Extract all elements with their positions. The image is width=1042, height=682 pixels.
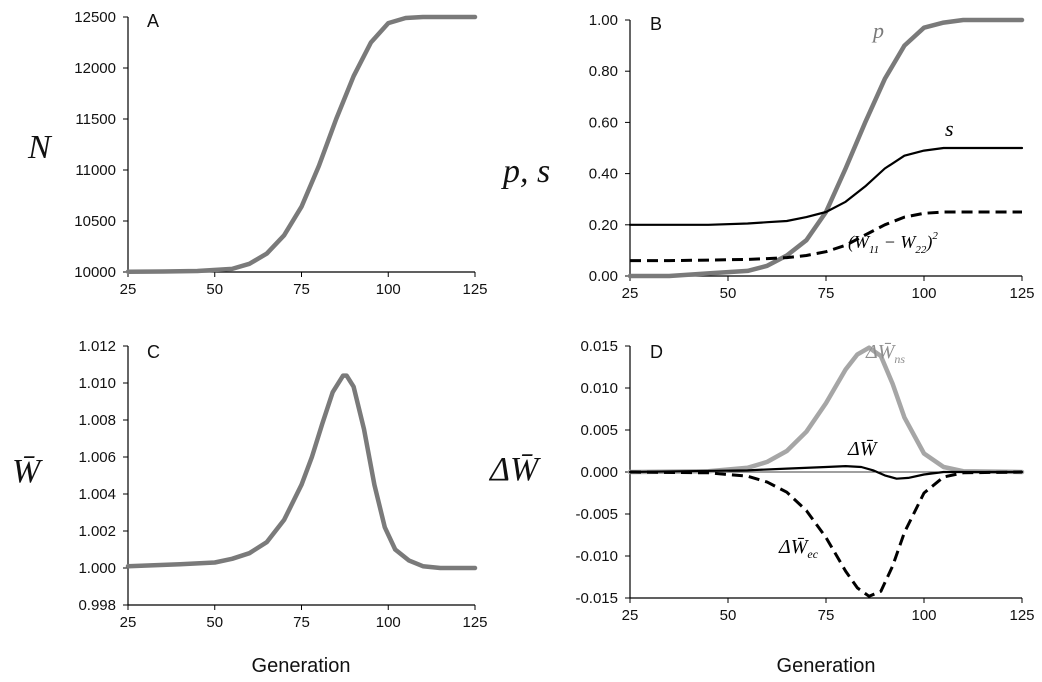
x-tick-label: 75 xyxy=(293,281,310,298)
y-tick-label: 0.00 xyxy=(589,268,618,285)
y-axis-label: N xyxy=(27,129,53,166)
y-axis-label: W̄ xyxy=(12,453,43,490)
series-line-1 xyxy=(628,465,1024,480)
y-tick-label: 1.010 xyxy=(78,375,116,392)
x-tick-label: 25 xyxy=(120,614,137,631)
x-tick-label: 100 xyxy=(376,281,401,298)
y-tick-label: 1.006 xyxy=(78,449,116,466)
x-tick-label: 25 xyxy=(622,285,639,302)
panel-letter: A xyxy=(147,11,159,31)
label-delta-w-ns: ΔW̄ns xyxy=(865,341,905,366)
series-line-0 xyxy=(125,14,478,274)
x-tick-label: 100 xyxy=(911,607,936,624)
x-axis-label: Generation xyxy=(252,655,351,677)
y-tick-label: 12500 xyxy=(74,9,116,26)
series-line-0 xyxy=(627,17,1025,279)
panel-a: 25 50 75 100 125 10000 10500 11000 11500 12000 125… xyxy=(27,9,488,298)
x-tick-label: 75 xyxy=(818,607,835,624)
y-tick-label: 1.00 xyxy=(589,12,618,29)
y-tick-label: 1.012 xyxy=(78,338,116,355)
label-s: s xyxy=(945,116,954,141)
x-tick-label: 100 xyxy=(911,285,936,302)
y-tick-label: 12000 xyxy=(74,60,116,77)
y-tick-label: 0.20 xyxy=(589,217,618,234)
x-tick-label: 125 xyxy=(1009,607,1034,624)
y-tick-label: -0.010 xyxy=(575,548,618,565)
x-axis-label: Generation xyxy=(777,655,876,677)
y-tick-label: 11500 xyxy=(75,111,116,128)
series-line-0 xyxy=(627,345,1025,475)
y-tick-label: 0.80 xyxy=(589,63,618,80)
y-tick-label: 10500 xyxy=(74,213,116,230)
label-w-diff-squared: (W11 − W22)2 xyxy=(848,230,938,256)
x-tick-label: 125 xyxy=(462,614,487,631)
series-line-1 xyxy=(628,146,1024,226)
x-tick-label: 75 xyxy=(293,614,310,631)
y-tick-label: 0.998 xyxy=(78,597,116,614)
y-tick-label: -0.005 xyxy=(575,506,618,523)
x-tick-label: 50 xyxy=(720,607,737,624)
x-tick-label: 50 xyxy=(720,285,737,302)
y-tick-label: 1.004 xyxy=(78,486,116,503)
y-tick-label: 1.000 xyxy=(78,560,116,577)
y-tick-label: 0.000 xyxy=(580,464,618,481)
panel-letter: C xyxy=(147,342,160,362)
y-axis-label: ΔW̄ xyxy=(488,451,541,488)
y-tick-label: 1.008 xyxy=(78,412,116,429)
y-tick-label: 0.015 xyxy=(580,338,618,355)
x-tick-label: 125 xyxy=(462,281,487,298)
label-delta-w-ec: ΔW̄ec xyxy=(778,536,819,561)
y-tick-label: 10000 xyxy=(74,264,116,281)
y-tick-label: 11000 xyxy=(75,162,116,179)
panel-c: 25 50 75 100 125 0.998 1.000 1.002 1.004 1.006 1.0… xyxy=(12,338,488,631)
y-axis-label: p, s xyxy=(501,153,550,190)
panel-b: 25 50 75 100 125 0.00 0.20 0.40 0.60 0.80 1.00 Bp, … xyxy=(501,12,1035,302)
y-tick-label: 0.40 xyxy=(589,166,618,183)
x-tick-label: 125 xyxy=(1009,285,1034,302)
series-line-2 xyxy=(630,210,1022,263)
panel-letter: B xyxy=(650,14,662,34)
y-tick-label: -0.015 xyxy=(575,590,618,607)
x-tick-label: 25 xyxy=(120,281,137,298)
series-line-2 xyxy=(629,470,1023,598)
y-tick-label: 0.005 xyxy=(580,422,618,439)
x-tick-label: 75 xyxy=(818,285,835,302)
label-p: p xyxy=(871,18,884,43)
y-tick-label: 0.010 xyxy=(580,380,618,397)
panel-letter: D xyxy=(650,342,663,362)
x-tick-label: 100 xyxy=(376,614,401,631)
panel-d: 25 50 75 100 125 -0.015 -0.010 -0.005 0.000 0.005… xyxy=(488,338,1035,624)
y-tick-label: 1.002 xyxy=(78,523,116,540)
x-tick-label: 25 xyxy=(622,607,639,624)
y-tick-label: 0.60 xyxy=(589,114,618,131)
x-tick-label: 50 xyxy=(206,614,223,631)
label-delta-w: ΔW̄ xyxy=(847,438,879,460)
x-tick-label: 50 xyxy=(206,281,223,298)
series-line-0 xyxy=(125,373,478,571)
